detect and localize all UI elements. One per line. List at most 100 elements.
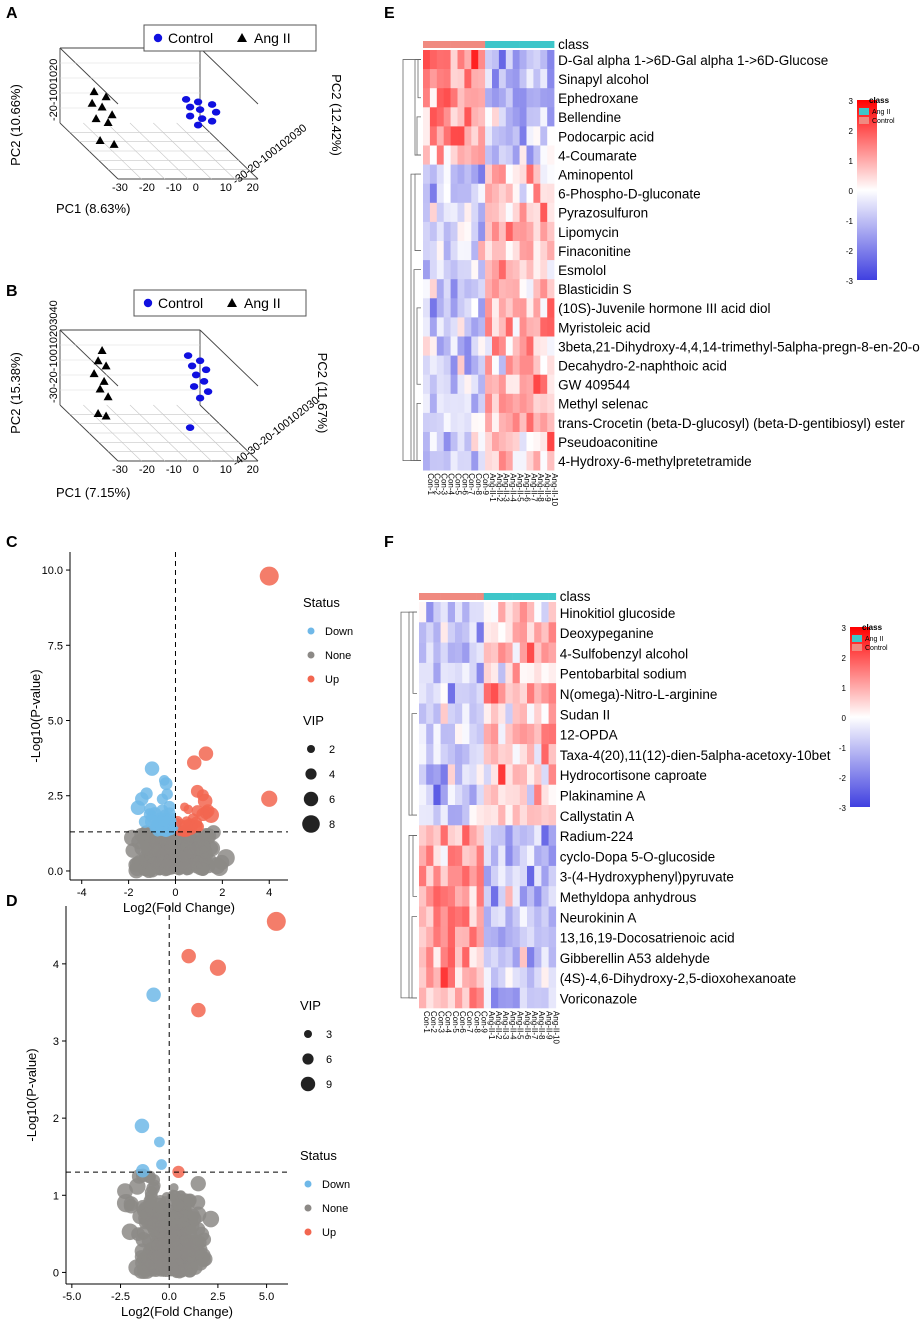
heat-cell (423, 69, 431, 89)
heat-cell (478, 451, 486, 471)
class-bar-cell (526, 41, 534, 48)
heat-cell (485, 451, 493, 471)
x-tick-label: -5.0 (62, 1291, 81, 1303)
heat-cell (485, 412, 493, 433)
heat-cell (483, 886, 492, 907)
heat-cell (498, 336, 507, 356)
heat-cell (423, 355, 431, 375)
heat-cell (485, 355, 493, 375)
heat-cell (491, 683, 499, 704)
volcano-point-up (203, 807, 220, 823)
volcano-point-none (155, 1239, 168, 1252)
heat-cell (527, 764, 535, 785)
volcano-point-none (164, 842, 176, 855)
column-label: Ang-II-8 (536, 473, 545, 502)
heat-cell (469, 906, 477, 928)
heat-cell (512, 642, 521, 664)
heat-cell (426, 642, 434, 664)
heat-cell (469, 764, 477, 785)
heat-cell (540, 260, 548, 280)
control-point (193, 121, 203, 129)
heat-cell (464, 164, 472, 184)
heat-cell (533, 374, 541, 395)
heat-cell (534, 703, 542, 725)
class-bar-cell (547, 41, 555, 48)
dendrogram-branch (411, 713, 417, 816)
volcano-point-down (154, 1136, 165, 1148)
dendrogram-branch (410, 173, 421, 462)
heat-cell (547, 355, 555, 375)
heat-cell (464, 393, 472, 414)
x-tick-label: 0 (172, 887, 178, 899)
heat-cell (547, 50, 555, 70)
heat-cell (498, 805, 506, 826)
heat-cell (547, 336, 555, 356)
heat-cell (440, 784, 449, 806)
heat-cell (534, 845, 542, 867)
x-tick-label: 2.5 (210, 1291, 225, 1303)
heat-cell (547, 374, 555, 395)
heat-cell (464, 355, 472, 375)
volcano-point-none (123, 1196, 139, 1212)
heat-cell (478, 69, 486, 89)
class-bar-cell (483, 593, 492, 600)
heat-cell (455, 987, 463, 1009)
heat-cell (498, 202, 507, 223)
heat-cell (519, 221, 527, 242)
volcano-point-down (136, 1163, 150, 1178)
column-label-group: Ang-II-2 (494, 1011, 503, 1040)
y-axis-label-group: -Log10(P-value) (28, 669, 43, 762)
column-label: Con-9 (481, 473, 490, 495)
heat-cell (457, 202, 465, 223)
heat-cell (498, 602, 506, 623)
column-label: Con-7 (467, 473, 476, 495)
angii-point (107, 110, 117, 119)
heat-cell (478, 202, 486, 223)
x-tick-label: -30 (112, 182, 128, 194)
z-axis-label: PC2 (12.42%) (329, 74, 344, 156)
heat-cell (483, 987, 492, 1009)
column-label: Con-3 (436, 1011, 445, 1033)
heat-cell (476, 947, 485, 968)
heat-cell (505, 805, 513, 826)
heat-cell (464, 50, 472, 70)
heat-cell (429, 164, 438, 184)
heat-cell (512, 967, 521, 988)
heat-cell (476, 906, 485, 928)
heat-cell (429, 336, 438, 356)
legend-status-dot (304, 1204, 312, 1212)
heat-cell (483, 784, 492, 806)
heat-cell (498, 987, 506, 1009)
heat-cell (540, 355, 548, 375)
heat-cell (547, 145, 555, 165)
column-label-group: Ang-II-9 (544, 1011, 553, 1040)
heat-cell (457, 50, 465, 70)
heat-cell (512, 703, 521, 725)
heat-cell (464, 69, 472, 89)
heat-cell (540, 221, 548, 242)
heat-cell (485, 50, 493, 70)
heat-cell (447, 947, 456, 968)
row-label: Esmolol (558, 263, 606, 278)
angii-point (95, 135, 105, 144)
control-point (187, 362, 197, 370)
heat-cell (433, 622, 441, 643)
heat-cell (492, 202, 500, 223)
scale-tick-label: 2 (849, 127, 854, 136)
heat-cell (541, 845, 549, 867)
column-label: Ang-II-8 (537, 1011, 546, 1040)
dendrogram-branch (416, 402, 421, 462)
heat-cell (498, 355, 507, 375)
column-label-group: Ang-II-5 (516, 1011, 525, 1040)
y-tick-label: 2.5 (48, 791, 63, 803)
x-tick-label: -4 (77, 887, 87, 899)
heat-cell (541, 683, 549, 704)
heat-cell (512, 947, 521, 968)
heat-cell (436, 221, 444, 242)
heat-cell (423, 88, 431, 108)
heat-cell (491, 967, 499, 988)
heat-cell (526, 241, 534, 261)
heat-cell (440, 865, 449, 887)
legend-status-label: Up (325, 674, 339, 686)
volcano-point-none (131, 1227, 145, 1241)
